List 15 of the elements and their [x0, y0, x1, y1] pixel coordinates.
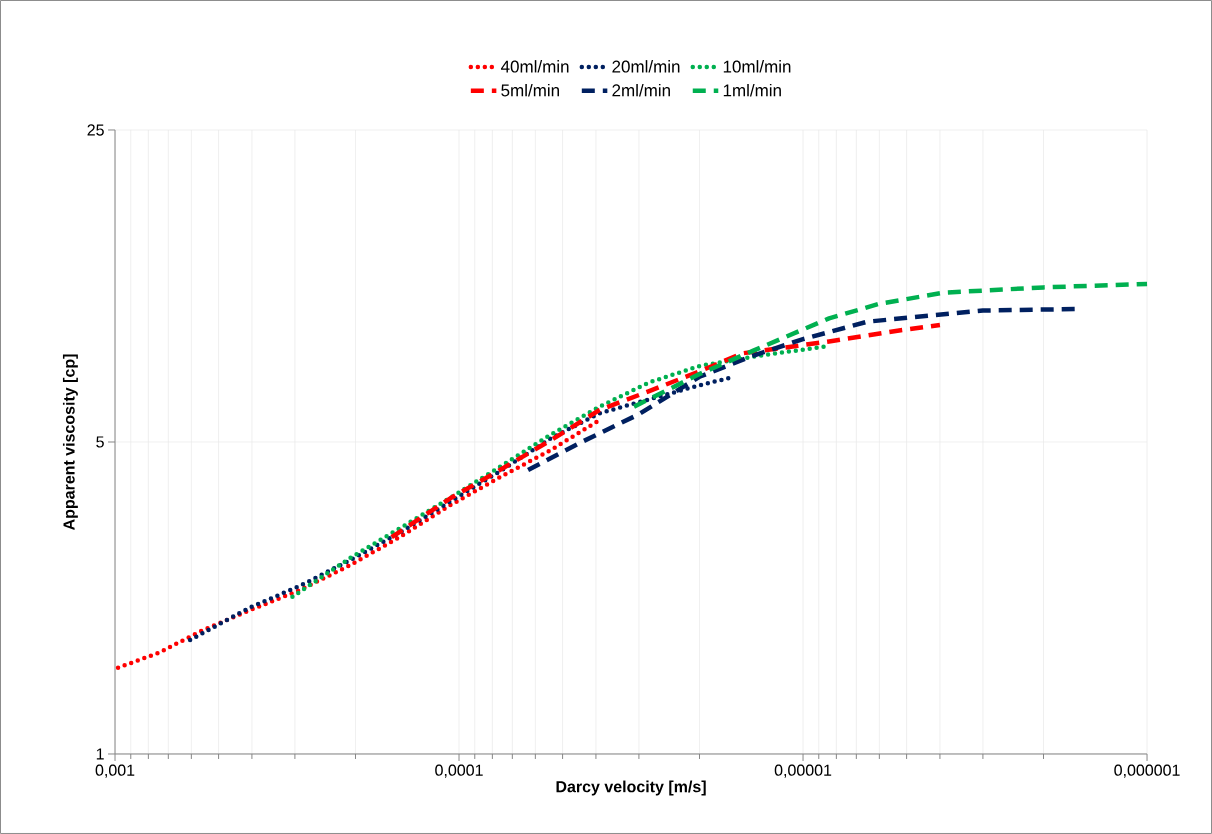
- x-axis-title: Darcy velocity [m/s]: [556, 780, 706, 796]
- legend-label: 1ml/min: [723, 83, 781, 97]
- legend-label: 20ml/min: [612, 60, 680, 73]
- y-tick-label: 5: [96, 436, 104, 448]
- legend-label: 2ml/min: [612, 83, 670, 97]
- x-tick-label: 0,000001: [1114, 764, 1180, 778]
- y-axis-title: Apparent viscosity [cp]: [62, 354, 78, 531]
- legend-label: 5ml/min: [501, 83, 559, 97]
- x-tick-label: 0,001: [95, 764, 135, 778]
- y-tick-label: 1: [96, 748, 104, 760]
- y-tick-label: 25: [87, 124, 104, 136]
- legend-label: 40ml/min: [500, 60, 569, 73]
- legend-label: 10ml/min: [723, 60, 791, 73]
- x-tick-label: 0,0001: [435, 764, 483, 778]
- x-tick-label: 0,00001: [774, 764, 832, 778]
